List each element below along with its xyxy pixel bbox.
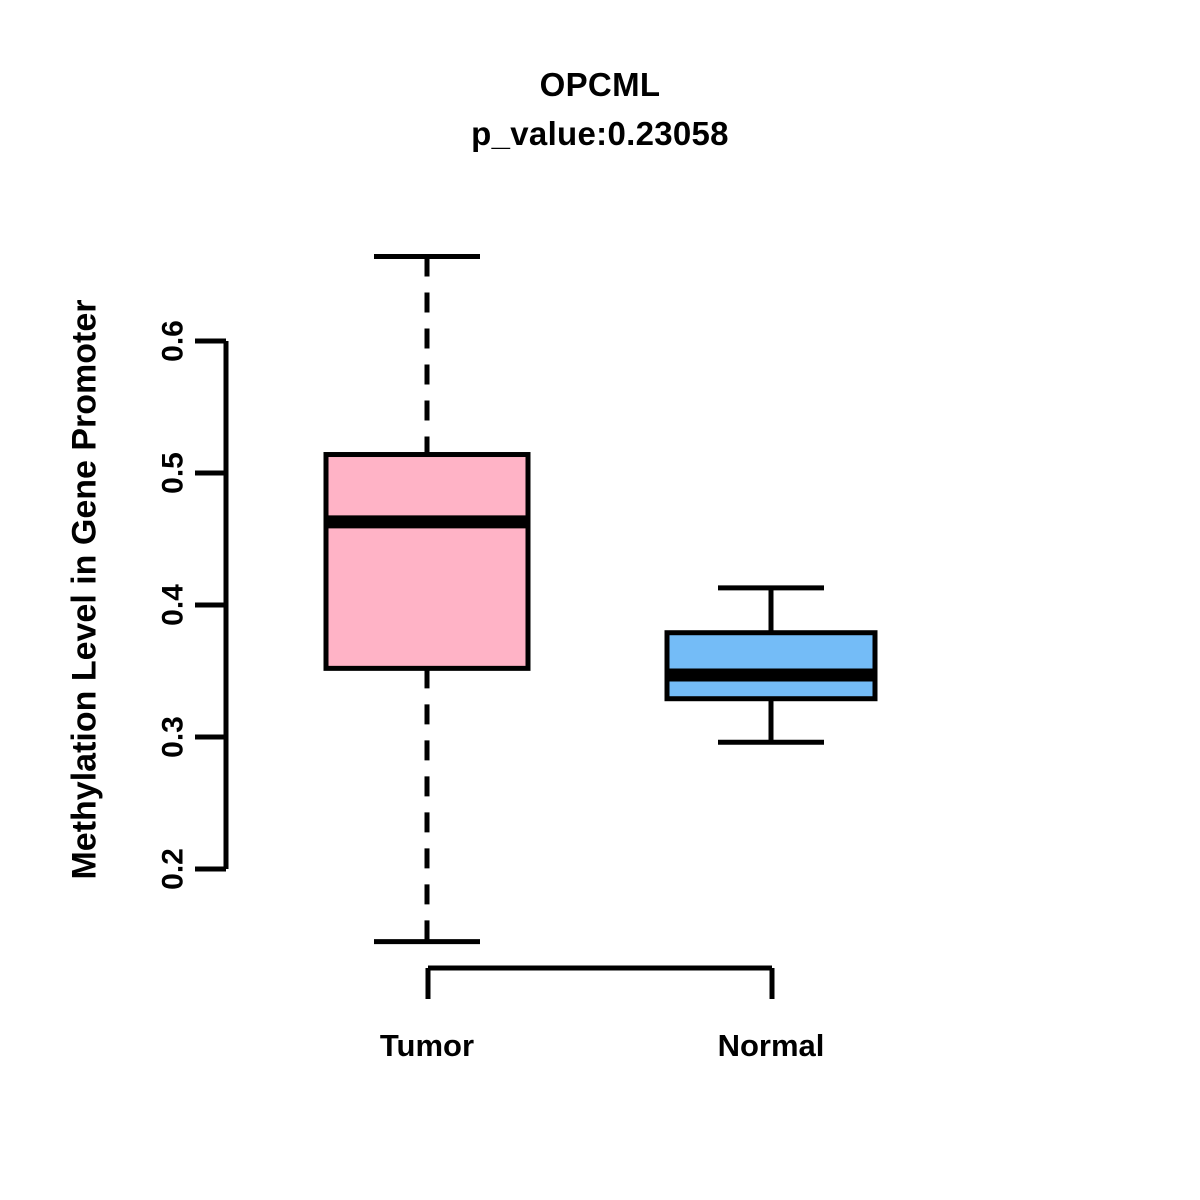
y-axis-tick-label: 0.2	[157, 848, 190, 890]
x-axis: Tumor Normal	[380, 965, 824, 1063]
box-tumor[interactable]	[323, 254, 531, 945]
box-rect[interactable]	[323, 452, 531, 671]
box-rect[interactable]	[664, 630, 878, 702]
x-axis-category-label: Tumor	[380, 1028, 474, 1063]
y-axis: 0.2 0.3 0.4 0.5 0.6	[157, 320, 229, 890]
y-axis-tick-label: 0.5	[157, 452, 190, 494]
y-axis-tick-marks	[195, 338, 226, 872]
x-axis-category-labels: Tumor Normal	[380, 1028, 824, 1063]
y-axis-tick-label: 0.3	[157, 716, 190, 758]
y-axis-tick-label: 0.4	[157, 584, 190, 626]
y-axis-tick-label: 0.6	[157, 320, 190, 362]
box-series-layer	[323, 254, 878, 945]
x-axis-category-label: Normal	[718, 1028, 825, 1063]
y-axis-tick-labels: 0.2 0.3 0.4 0.5 0.6	[157, 320, 190, 890]
box-normal[interactable]	[664, 585, 878, 745]
